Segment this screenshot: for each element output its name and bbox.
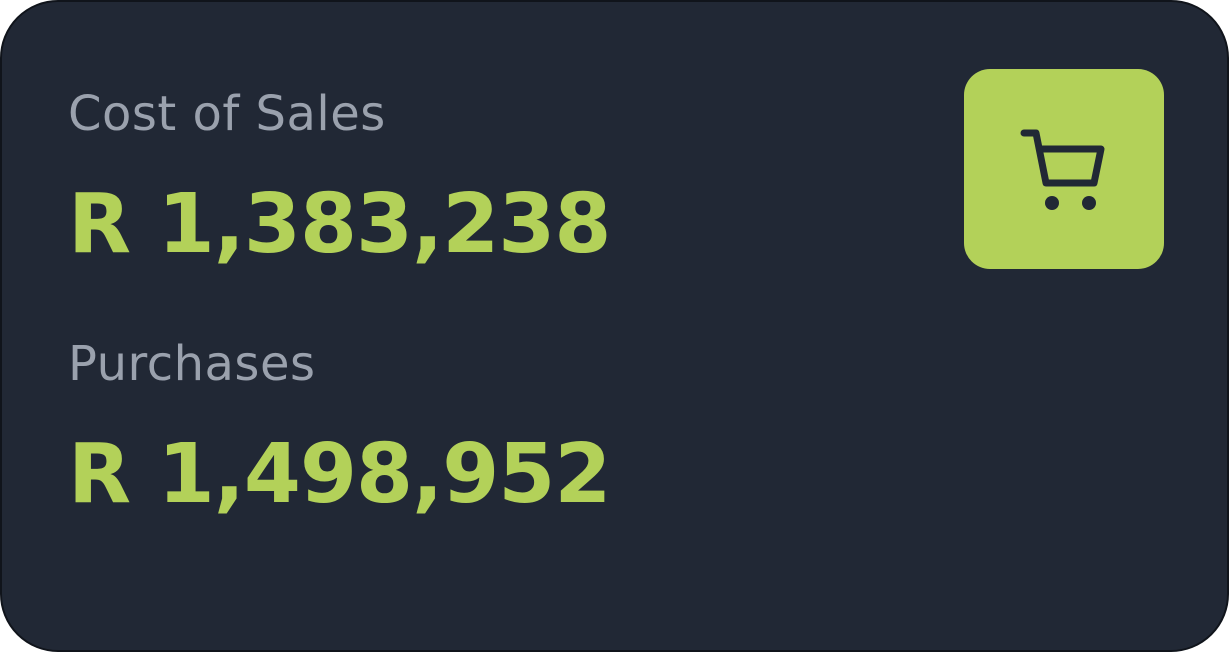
cost-of-sales-value: R 1,383,238 [68,177,611,272]
purchases-label: Purchases [68,336,316,392]
shopping-cart-icon [1020,129,1105,210]
cost-of-sales-label: Cost of Sales [68,86,386,142]
icon-tile [964,69,1164,269]
purchases-value: R 1,498,952 [68,427,611,522]
